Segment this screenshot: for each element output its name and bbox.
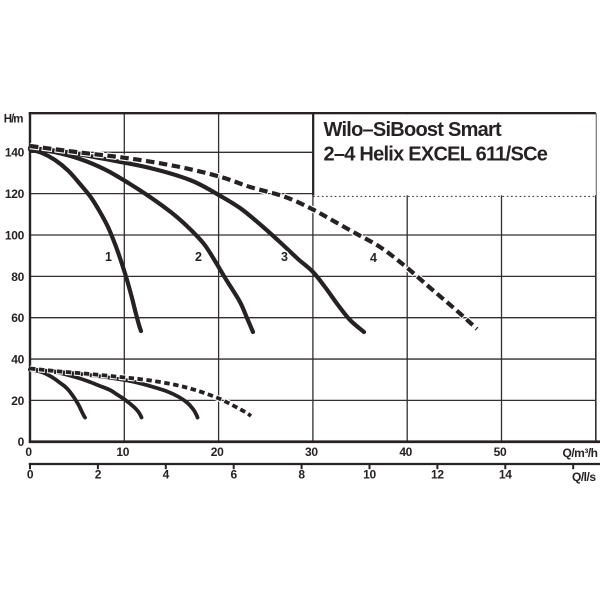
- svg-text:4: 4: [370, 251, 377, 265]
- svg-text:100: 100: [5, 228, 25, 242]
- svg-text:40: 40: [11, 352, 24, 366]
- svg-text:10: 10: [116, 445, 129, 459]
- svg-text:60: 60: [11, 311, 24, 325]
- svg-text:Q/l/s: Q/l/s: [572, 470, 596, 484]
- svg-text:30: 30: [305, 445, 318, 459]
- svg-text:2: 2: [195, 250, 202, 264]
- svg-text:1: 1: [105, 250, 112, 264]
- svg-text:120: 120: [5, 187, 25, 201]
- svg-text:8: 8: [298, 468, 305, 482]
- svg-text:0: 0: [25, 445, 32, 459]
- svg-text:40: 40: [399, 445, 412, 459]
- svg-text:H/m: H/m: [4, 114, 24, 126]
- svg-text:3: 3: [281, 250, 288, 264]
- svg-text:0: 0: [18, 435, 25, 449]
- svg-text:50: 50: [494, 445, 507, 459]
- svg-text:12: 12: [431, 468, 444, 482]
- svg-text:2: 2: [95, 468, 102, 482]
- svg-text:6: 6: [231, 468, 238, 482]
- svg-text:80: 80: [11, 270, 24, 284]
- svg-text:140: 140: [5, 146, 25, 160]
- svg-text:0: 0: [27, 468, 34, 482]
- svg-text:10: 10: [363, 468, 376, 482]
- svg-text:Wilo–SiBoost Smart: Wilo–SiBoost Smart: [324, 119, 503, 141]
- svg-text:20: 20: [211, 445, 224, 459]
- svg-text:Q/m³/h: Q/m³/h: [563, 446, 598, 460]
- svg-text:2–4 Helix EXCEL 611/SCe: 2–4 Helix EXCEL 611/SCe: [324, 144, 548, 166]
- svg-text:4: 4: [163, 468, 170, 482]
- svg-text:20: 20: [11, 394, 24, 408]
- svg-text:14: 14: [499, 468, 512, 482]
